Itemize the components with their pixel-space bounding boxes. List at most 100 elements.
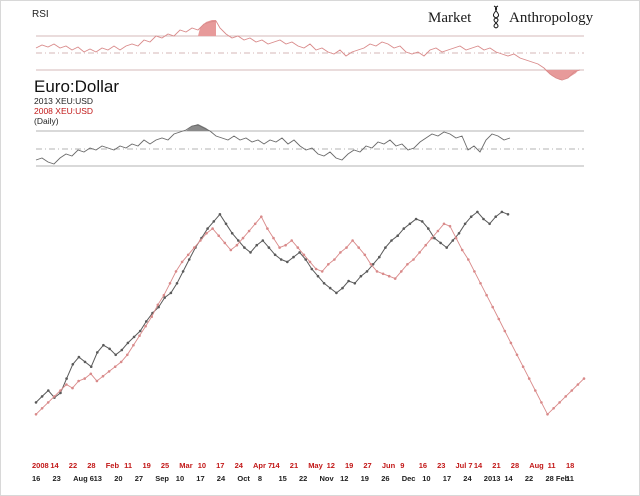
data-point-2013 xyxy=(457,232,461,235)
data-point-2008 xyxy=(180,260,184,264)
data-point-2013 xyxy=(500,210,504,214)
data-point-2008 xyxy=(34,413,38,416)
data-point-2008 xyxy=(260,215,263,218)
data-point-2013 xyxy=(126,341,130,345)
data-point-2008 xyxy=(375,270,379,273)
data-point-2013 xyxy=(322,282,326,285)
data-point-2008 xyxy=(339,251,342,254)
rsi-bottom-line xyxy=(35,124,511,165)
data-point-2008 xyxy=(101,374,105,378)
data-point-2013 xyxy=(273,253,277,257)
data-point-2013 xyxy=(237,239,240,242)
x-tick-label: 16 xyxy=(32,474,40,483)
x-tick-label: 27 xyxy=(135,474,143,483)
data-point-2008 xyxy=(546,413,549,416)
data-point-2008 xyxy=(95,379,99,383)
data-point-2013 xyxy=(163,296,166,299)
data-point-2013 xyxy=(414,217,418,221)
rsi-panel-top xyxy=(35,20,584,81)
data-point-2013 xyxy=(169,291,173,295)
data-point-2008 xyxy=(448,224,452,228)
x-tick-label: 20 xyxy=(114,474,122,483)
data-point-2008 xyxy=(199,239,202,242)
x-tick-label: 11 xyxy=(124,461,132,470)
data-point-2008 xyxy=(46,401,50,404)
data-point-2013 xyxy=(341,286,344,290)
series-layer xyxy=(34,210,586,416)
x-tick-label: 22 xyxy=(525,474,533,483)
x-tick-label: 2008 xyxy=(32,461,49,470)
data-point-2013 xyxy=(310,267,314,271)
data-point-2013 xyxy=(408,222,412,226)
data-point-2008 xyxy=(515,353,519,357)
data-point-2008 xyxy=(65,383,68,386)
legend: Euro:Dollar 2013 XEU:USD 2008 XEU:USD (D… xyxy=(34,77,119,126)
x-tick-label: 19 xyxy=(345,461,353,470)
data-point-2008 xyxy=(320,270,324,273)
data-point-2013 xyxy=(433,236,436,240)
data-point-2008 xyxy=(290,239,294,242)
x-tick-label: 13 xyxy=(94,474,102,483)
data-point-2008 xyxy=(71,386,74,390)
x-tick-label: Oct xyxy=(237,474,250,483)
series-line-2008 xyxy=(35,215,585,416)
data-point-2008 xyxy=(253,222,257,226)
data-point-2008 xyxy=(308,260,312,264)
x-tick-label: 21 xyxy=(492,461,500,470)
data-point-2013 xyxy=(212,220,216,223)
x-tick-label: 2013 xyxy=(484,474,501,483)
x-tick-label: 18 xyxy=(566,461,574,470)
data-point-2008 xyxy=(442,222,446,226)
data-point-2008 xyxy=(527,377,531,380)
data-point-2008 xyxy=(302,253,306,257)
series-line-2013 xyxy=(35,211,509,403)
x-tick-label: Mar xyxy=(179,461,192,470)
data-point-2008 xyxy=(229,248,233,252)
data-point-2013 xyxy=(316,274,320,278)
data-point-2013 xyxy=(420,220,424,223)
data-point-2013 xyxy=(145,320,148,323)
data-point-2008 xyxy=(186,253,190,257)
data-point-2008 xyxy=(40,407,44,410)
data-point-2008 xyxy=(400,270,403,273)
data-point-2013 xyxy=(359,274,363,278)
data-point-2008 xyxy=(369,263,373,266)
data-point-2013 xyxy=(304,258,308,261)
data-point-2008 xyxy=(424,243,428,247)
data-point-2008 xyxy=(272,236,275,240)
data-point-2008 xyxy=(418,251,421,254)
data-point-2008 xyxy=(534,389,537,392)
data-point-2008 xyxy=(223,241,227,245)
x-tick-label: 14 xyxy=(50,461,59,470)
data-point-2013 xyxy=(261,239,265,242)
x-tick-label: 19 xyxy=(361,474,369,483)
data-point-2008 xyxy=(132,343,135,347)
data-point-2008 xyxy=(278,246,281,249)
data-point-2013 xyxy=(83,360,87,364)
rsi-bottom-overbought-fill xyxy=(186,124,210,131)
data-point-2013 xyxy=(96,351,99,354)
data-point-2008 xyxy=(247,229,251,233)
data-point-2013 xyxy=(71,363,75,366)
x-tick-label: 17 xyxy=(443,474,451,483)
x-tick-label: Apr 7 xyxy=(253,461,272,470)
x-tick-label: Dec xyxy=(402,474,416,483)
data-point-2013 xyxy=(494,215,498,218)
rsi-top-oversold-fill xyxy=(545,70,578,80)
x-tick-label: 23 xyxy=(53,474,61,483)
data-point-2008 xyxy=(430,236,434,240)
data-point-2013 xyxy=(378,255,381,259)
data-point-2008 xyxy=(467,258,470,261)
data-point-2013 xyxy=(488,222,491,226)
data-point-2008 xyxy=(333,258,336,261)
x-tick-label: 12 xyxy=(340,474,348,483)
x-tick-label: 27 xyxy=(363,461,371,470)
data-point-2008 xyxy=(363,253,367,257)
x-tick-label: Sep xyxy=(155,474,169,483)
data-point-2008 xyxy=(168,282,172,285)
data-point-2013 xyxy=(102,343,105,347)
data-point-2008 xyxy=(491,305,495,309)
x-tick-label: 24 xyxy=(217,474,226,483)
data-point-2013 xyxy=(65,377,68,380)
